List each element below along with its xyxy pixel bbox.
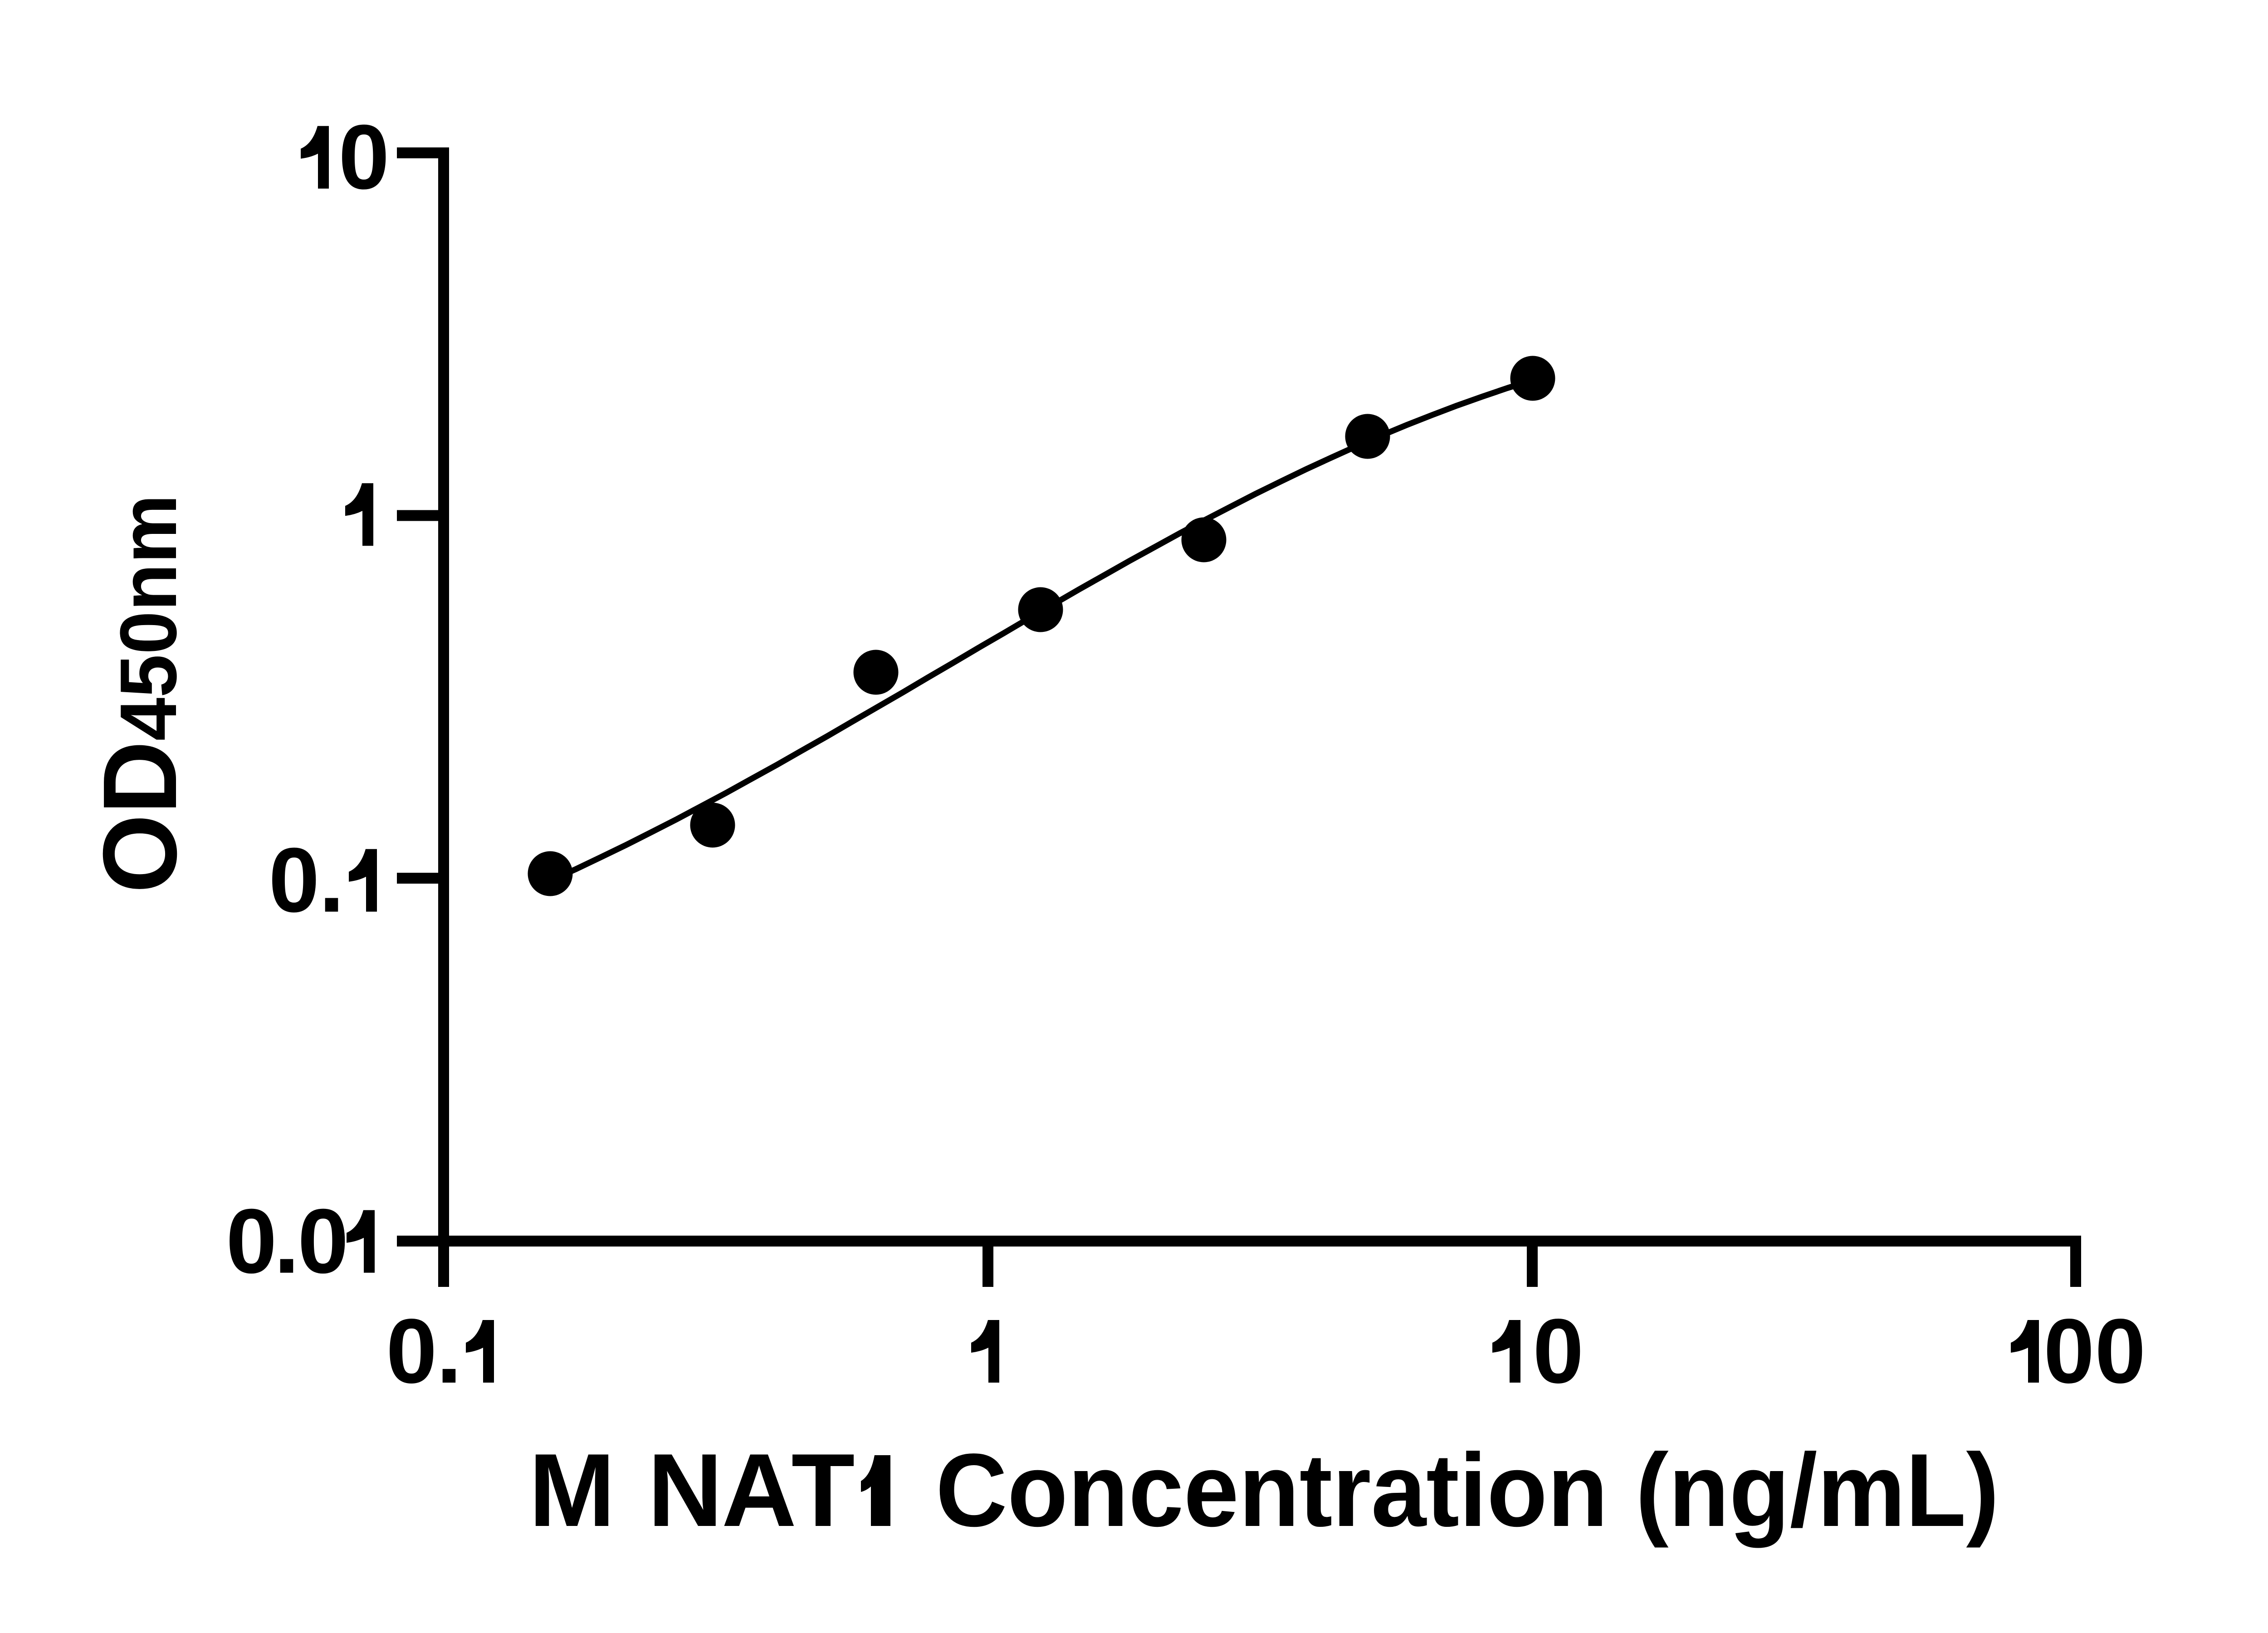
svg-text:0: 0 — [1533, 1300, 1584, 1402]
svg-text:.: . — [274, 1190, 299, 1292]
svg-text:A: A — [722, 1432, 797, 1548]
svg-text:0: 0 — [226, 1190, 277, 1292]
svg-text:0: 0 — [338, 106, 389, 208]
svg-text:0: 0 — [269, 829, 319, 931]
svg-text:0: 0 — [2043, 1300, 2094, 1402]
svg-text:.: . — [436, 1300, 462, 1402]
svg-text:Concentration (ng/mL): Concentration (ng/mL) — [936, 1432, 1999, 1548]
svg-text:0: 0 — [298, 1190, 348, 1292]
svg-text:0: 0 — [386, 1300, 437, 1402]
svg-text:.: . — [319, 829, 344, 931]
svg-text:T: T — [792, 1432, 855, 1548]
svg-text:0: 0 — [2095, 1300, 2146, 1402]
svg-text:M: M — [529, 1432, 616, 1548]
svg-text:N: N — [648, 1432, 723, 1548]
